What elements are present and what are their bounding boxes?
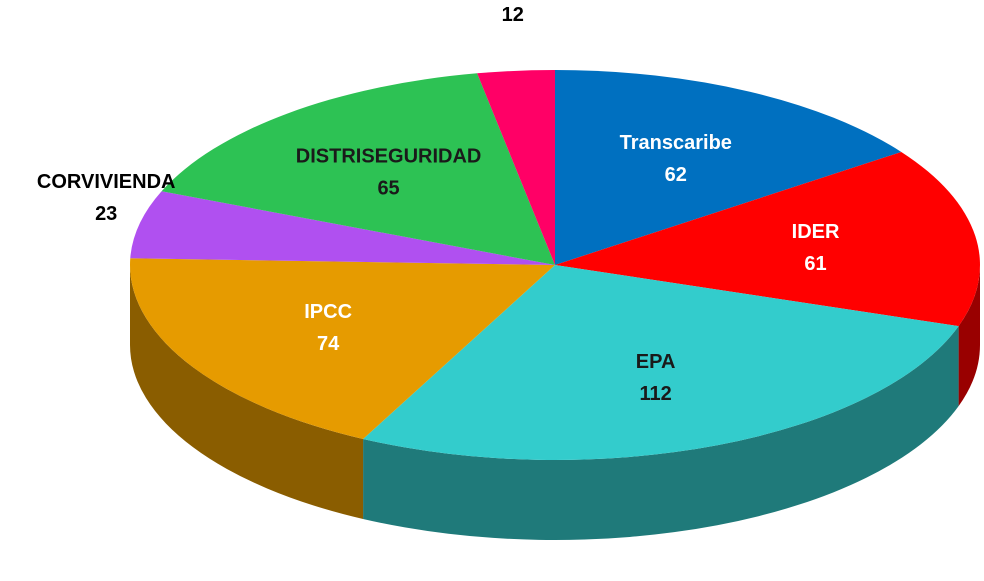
- slice: [130, 258, 556, 439]
- data-label-value: 12: [502, 4, 524, 26]
- data-label-name: IPCC: [304, 301, 352, 323]
- slice-side: [130, 265, 364, 519]
- data-label-value: 62: [665, 164, 687, 186]
- slice: [555, 151, 980, 327]
- slice: [363, 265, 959, 460]
- data-label-value: 23: [95, 203, 117, 225]
- slice: [555, 70, 902, 265]
- slice: [130, 191, 556, 265]
- slice-side: [958, 265, 980, 407]
- slice-side: [363, 326, 959, 540]
- data-label-value: 112: [639, 383, 671, 405]
- slice: [161, 73, 555, 265]
- data-label-name: DISTRISEGURIDAD: [296, 146, 482, 168]
- slice: [477, 70, 555, 265]
- data-label-value: 61: [804, 253, 826, 275]
- data-label-name: CORVIVIENDA: [37, 171, 176, 193]
- data-label-value: 65: [377, 178, 399, 200]
- data-label-name: EPA: [636, 351, 676, 373]
- data-label-value: 74: [317, 333, 340, 355]
- data-label-name: IDER: [792, 221, 840, 243]
- data-label-name: Transcaribe: [620, 132, 732, 154]
